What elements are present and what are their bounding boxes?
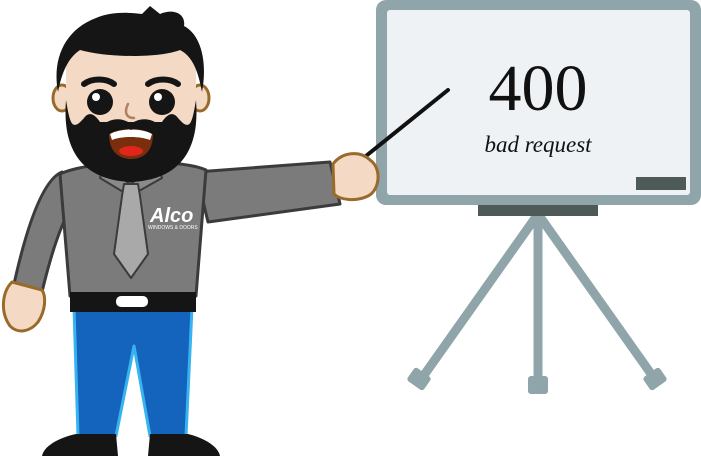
board-surface <box>387 10 690 195</box>
right-eyebrow <box>145 76 181 87</box>
error-code: 400 <box>489 52 588 125</box>
whiteboard-easel: 400 bad request <box>376 0 701 394</box>
presenter-character: Alco WINDOWS & DOORS <box>2 6 450 456</box>
tongue <box>119 146 143 156</box>
left-eyebrow <box>81 76 117 87</box>
easel-feet <box>407 367 667 394</box>
right-shoe <box>148 434 220 456</box>
nose <box>124 102 136 120</box>
shirt-logo-text: Alco <box>149 205 193 227</box>
mustache <box>100 119 162 130</box>
pointing-arm <box>194 160 342 224</box>
error-message: bad request <box>484 132 592 157</box>
tie <box>113 183 149 279</box>
hair <box>56 6 204 92</box>
marker-tray <box>636 177 686 190</box>
pointer-stick <box>354 88 450 166</box>
belt-buckle <box>116 296 148 307</box>
left-hand <box>2 280 47 333</box>
left-shoe <box>42 434 118 456</box>
shirt-logo-subtext: WINDOWS & DOORS <box>148 225 198 231</box>
easel-legs <box>417 209 659 389</box>
shirt-logo: Alco WINDOWS & DOORS <box>148 205 198 231</box>
jeans <box>72 306 194 438</box>
head <box>51 6 211 182</box>
pointing-hand <box>331 152 380 202</box>
easel-crossbar <box>478 204 598 216</box>
eyes <box>87 89 175 115</box>
teeth <box>110 129 152 140</box>
